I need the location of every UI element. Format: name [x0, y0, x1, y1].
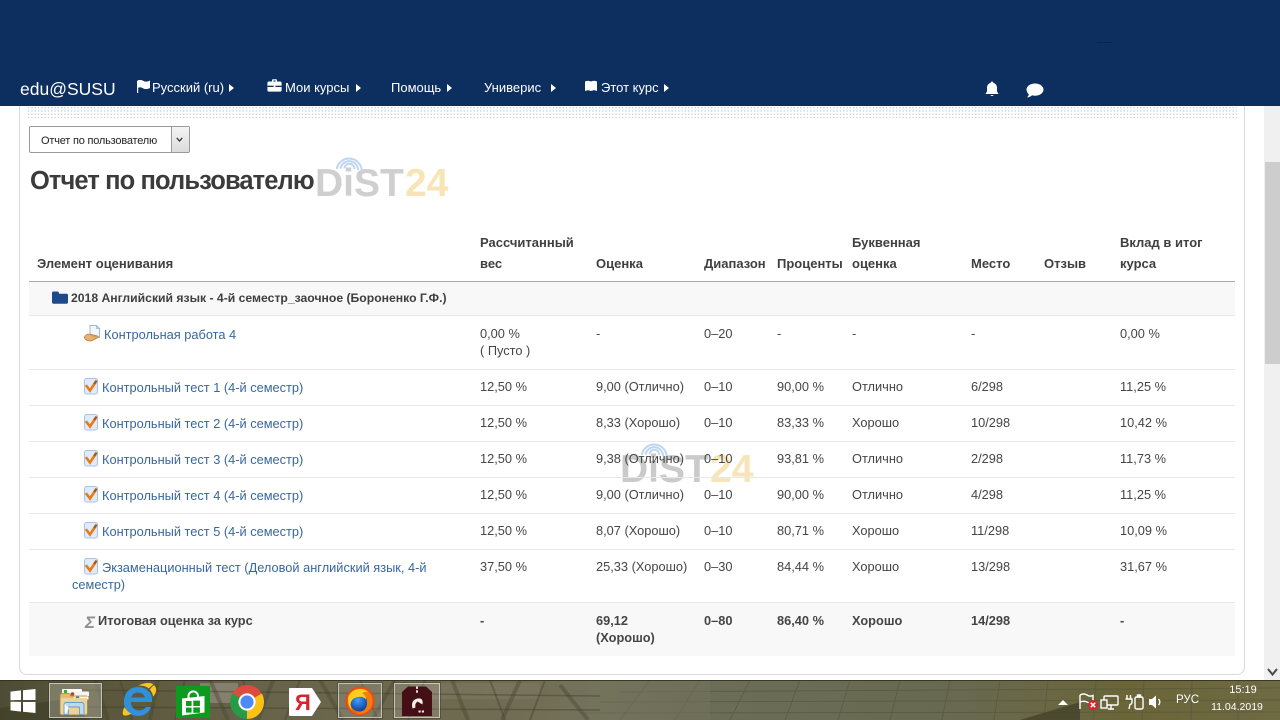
svg-text:DiST: DiST — [315, 162, 404, 205]
svg-text:Я: Я — [295, 690, 311, 715]
svg-text:24: 24 — [405, 162, 449, 205]
